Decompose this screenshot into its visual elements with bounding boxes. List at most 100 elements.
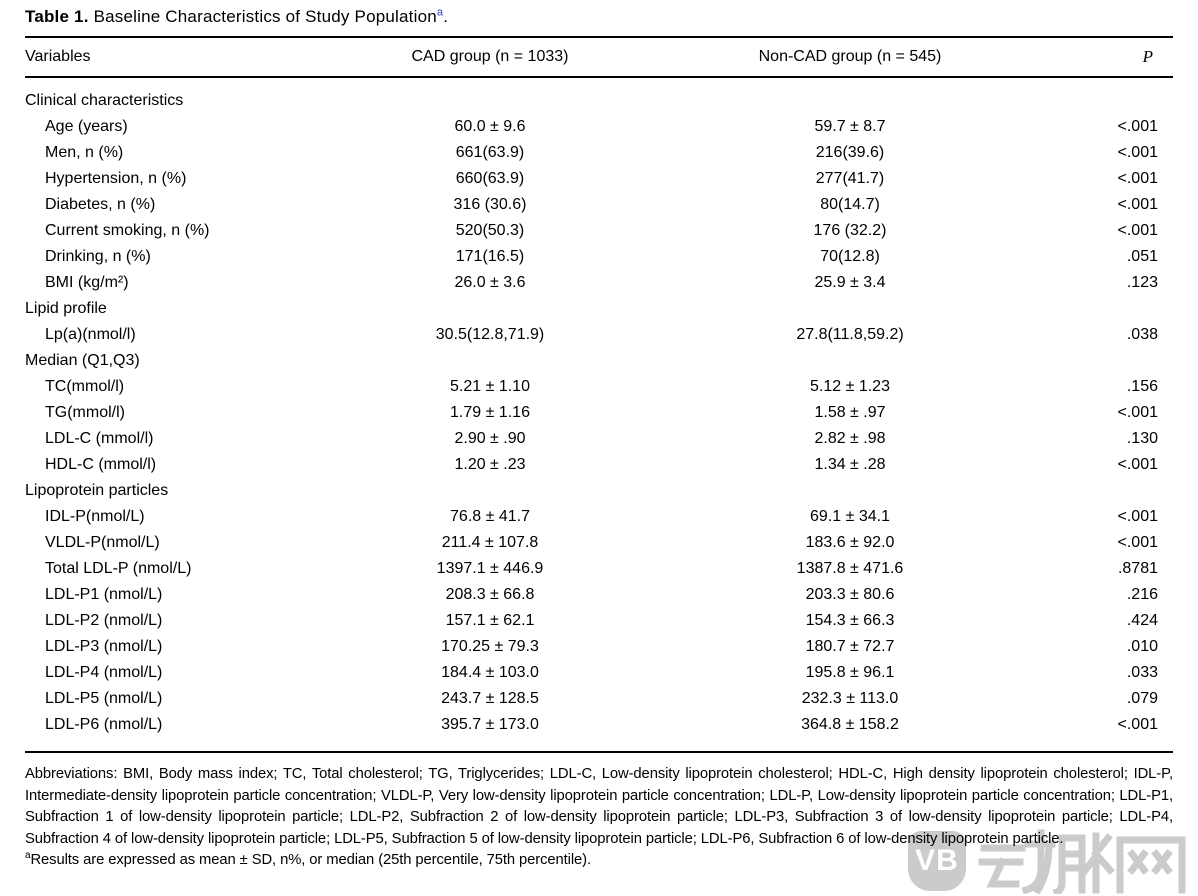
p-value: .038 [1126, 326, 1158, 343]
row-variable-label: LDL-P1 (nmol/L) [45, 586, 163, 603]
watermark-vb-icon: VB [908, 831, 966, 891]
noncad-group-value [635, 296, 1065, 322]
section-header-row: Lipoprotein particles [25, 478, 1173, 504]
cad-group-value: 208.3 ± 66.8 [445, 586, 535, 603]
table-row: TG(mmol/l) 1.79 ± 1.16 1.58 ± .97 <.001 [25, 400, 1173, 426]
row-variable-label: LDL-P6 (nmol/L) [45, 716, 163, 733]
noncad-group-value: 80(14.7) [820, 196, 880, 213]
cad-group-value: 395.7 ± 173.0 [441, 716, 539, 733]
table-row: Diabetes, n (%) 316 (30.6) 80(14.7) <.00… [25, 192, 1173, 218]
watermark-cjk-logo-icon [978, 829, 1186, 894]
col-header-variables: Variables [25, 37, 345, 78]
table-title: Table 1. Baseline Characteristics of Stu… [25, 7, 1173, 27]
cad-group-value: 1.20 ± .23 [454, 456, 526, 473]
p-value: .010 [1126, 638, 1158, 655]
noncad-group-value: 1.34 ± .28 [814, 456, 886, 473]
noncad-group-value: 70(12.8) [820, 248, 880, 265]
table-row: LDL-P1 (nmol/L) 208.3 ± 66.8 203.3 ± 80.… [25, 582, 1173, 608]
noncad-group-value: 232.3 ± 113.0 [801, 690, 899, 707]
col-header-p: P [1065, 37, 1173, 78]
p-value: <.001 [1117, 508, 1158, 525]
row-variable-label: Median (Q1,Q3) [25, 352, 140, 369]
p-value [1065, 348, 1173, 374]
row-variable-label: Drinking, n (%) [45, 248, 151, 265]
row-variable-label: IDL-P(nmol/L) [45, 508, 145, 525]
row-variable-label: Current smoking, n (%) [45, 222, 210, 239]
noncad-group-value: 176 (32.2) [813, 222, 887, 239]
p-value: <.001 [1117, 222, 1158, 239]
noncad-group-value [635, 478, 1065, 504]
baseline-characteristics-table: Variables CAD group (n = 1033) Non-CAD g… [25, 36, 1173, 753]
noncad-group-value: 1.58 ± .97 [814, 404, 886, 421]
results-note-marker: a [25, 850, 31, 862]
noncad-group-value: 25.9 ± 3.4 [814, 274, 886, 291]
cad-group-value: 171(16.5) [455, 248, 525, 265]
p-value: <.001 [1117, 118, 1158, 135]
section-header-row: Clinical characteristics [25, 77, 1173, 114]
p-value: .8781 [1117, 560, 1158, 577]
table-row: LDL-P3 (nmol/L) 170.25 ± 79.3 180.7 ± 72… [25, 634, 1173, 660]
p-value: <.001 [1117, 196, 1158, 213]
watermark-vb-label: VB [915, 844, 959, 877]
row-variable-label: LDL-P3 (nmol/L) [45, 638, 163, 655]
noncad-group-value: 154.3 ± 66.3 [805, 612, 895, 629]
noncad-group-value: 216(39.6) [815, 144, 885, 161]
cad-group-value: 184.4 ± 103.0 [441, 664, 539, 681]
noncad-group-value: 180.7 ± 72.7 [805, 638, 895, 655]
p-value [1065, 478, 1173, 504]
section-header-row: Median (Q1,Q3) [25, 348, 1173, 374]
row-variable-label: Lp(a)(nmol/l) [45, 326, 136, 343]
table-row: Lp(a)(nmol/l) 30.5(12.8,71.9) 27.8(11.8,… [25, 322, 1173, 348]
table-row: Total LDL-P (nmol/L) 1397.1 ± 446.9 1387… [25, 556, 1173, 582]
table-row: LDL-P5 (nmol/L) 243.7 ± 128.5 232.3 ± 11… [25, 686, 1173, 712]
table-title-text: Baseline Characteristics of Study Popula… [88, 7, 437, 26]
noncad-group-value: 183.6 ± 92.0 [805, 534, 895, 551]
noncad-group-value: 203.3 ± 80.6 [805, 586, 895, 603]
p-value: <.001 [1117, 456, 1158, 473]
row-variable-label: Lipid profile [25, 300, 107, 317]
noncad-group-value: 27.8(11.8,59.2) [796, 326, 904, 343]
table-row: TC(mmol/l) 5.21 ± 1.10 5.12 ± 1.23 .156 [25, 374, 1173, 400]
row-variable-label: LDL-P4 (nmol/L) [45, 664, 163, 681]
table-row: LDL-P2 (nmol/L) 157.1 ± 62.1 154.3 ± 66.… [25, 608, 1173, 634]
row-variable-label: Diabetes, n (%) [45, 196, 156, 213]
p-value: <.001 [1117, 144, 1158, 161]
p-value: .123 [1126, 274, 1158, 291]
noncad-group-value: 195.8 ± 96.1 [805, 664, 895, 681]
row-variable-label: HDL-C (mmol/l) [45, 456, 157, 473]
cad-group-value: 5.21 ± 1.10 [450, 378, 530, 395]
noncad-group-value [635, 77, 1065, 114]
cad-group-value [345, 77, 635, 114]
row-variable-label: LDL-C (mmol/l) [45, 430, 154, 447]
row-variable-label: TC(mmol/l) [45, 378, 125, 395]
noncad-group-value: 5.12 ± 1.23 [810, 378, 890, 395]
cad-group-value: 76.8 ± 41.7 [450, 508, 530, 525]
cad-group-value: 661(63.9) [455, 144, 525, 161]
p-value: .051 [1126, 248, 1158, 265]
table-row: LDL-P4 (nmol/L) 184.4 ± 103.0 195.8 ± 96… [25, 660, 1173, 686]
p-value: .156 [1126, 378, 1158, 395]
cad-group-value: 26.0 ± 3.6 [454, 274, 526, 291]
p-value: .130 [1126, 430, 1158, 447]
noncad-group-value [635, 348, 1065, 374]
noncad-group-value: 364.8 ± 158.2 [801, 716, 899, 733]
p-value: <.001 [1117, 170, 1158, 187]
row-variable-label: Men, n (%) [45, 144, 124, 161]
title-period: . [443, 7, 449, 26]
table-row: Hypertension, n (%) 660(63.9) 277(41.7) … [25, 166, 1173, 192]
cad-group-value [345, 296, 635, 322]
cad-group-value: 2.90 ± .90 [454, 430, 526, 447]
cad-group-value: 243.7 ± 128.5 [441, 690, 539, 707]
table-row: LDL-C (mmol/l) 2.90 ± .90 2.82 ± .98 .13… [25, 426, 1173, 452]
noncad-group-value: 2.82 ± .98 [814, 430, 886, 447]
cad-group-value: 1.79 ± 1.16 [450, 404, 530, 421]
row-variable-label: Total LDL-P (nmol/L) [45, 560, 192, 577]
table-row: LDL-P6 (nmol/L) 395.7 ± 173.0 364.8 ± 15… [25, 712, 1173, 752]
p-value: <.001 [1117, 404, 1158, 421]
row-variable-label: Lipoprotein particles [25, 482, 169, 499]
row-variable-label: Clinical characteristics [25, 92, 184, 109]
table-row: VLDL-P(nmol/L) 211.4 ± 107.8 183.6 ± 92.… [25, 530, 1173, 556]
noncad-group-value: 59.7 ± 8.7 [814, 118, 886, 135]
table-row: IDL-P(nmol/L) 76.8 ± 41.7 69.1 ± 34.1 <.… [25, 504, 1173, 530]
